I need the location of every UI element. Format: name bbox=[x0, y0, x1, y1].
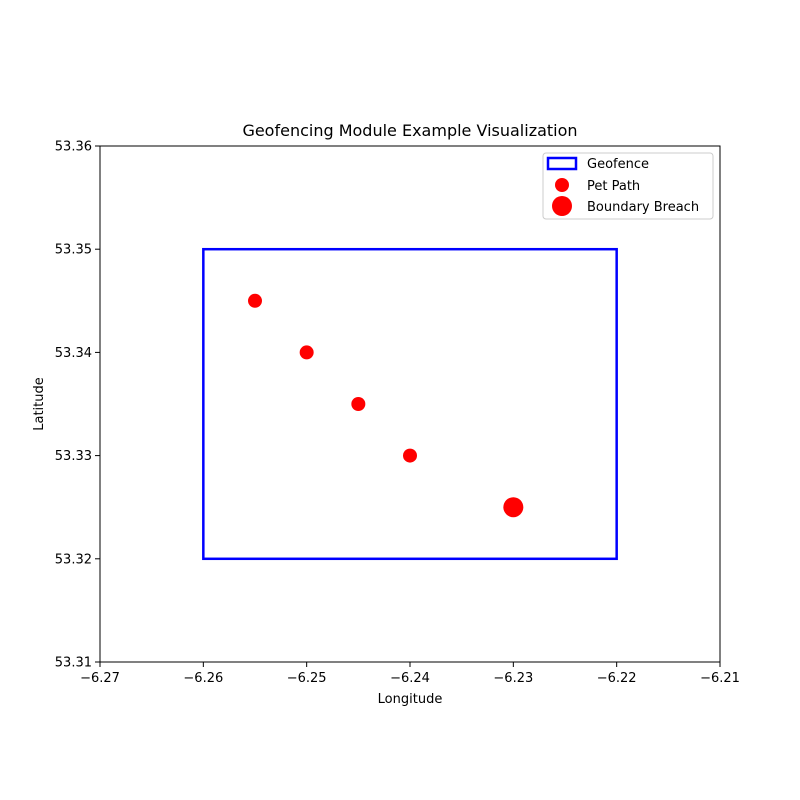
y-tick-label: 53.36 bbox=[55, 140, 92, 155]
x-axis-label: Longitude bbox=[378, 692, 443, 707]
chart-title: Geofencing Module Example Visualization bbox=[242, 121, 577, 140]
y-tick-label: 53.31 bbox=[55, 656, 92, 671]
legend-geofence-swatch bbox=[546, 156, 578, 171]
pet-path-point-4 bbox=[403, 448, 417, 463]
legend: Geofence Pet Path Boundary Breach bbox=[542, 152, 714, 220]
boundary-breach-point-1 bbox=[503, 497, 524, 518]
y-tick-label: 53.32 bbox=[55, 552, 92, 567]
legend-geofence-label: Geofence bbox=[587, 157, 649, 172]
legend-frame bbox=[542, 152, 714, 220]
legend-boundary-breach-marker bbox=[552, 196, 572, 216]
x-axis-ticks: −6.27 −6.26 −6.25 −6.24 −6.23 −6.22 −6.21 bbox=[80, 662, 740, 686]
pet-path-point-1 bbox=[248, 293, 262, 308]
x-tick-label: −6.25 bbox=[287, 671, 327, 686]
x-tick-label: −6.26 bbox=[183, 671, 223, 686]
plot-frame bbox=[99, 145, 721, 663]
geofence-rectangle bbox=[202, 247, 618, 561]
legend-pet-path-label: Pet Path bbox=[587, 179, 640, 194]
y-tick-label: 53.33 bbox=[55, 449, 92, 464]
x-tick-label: −6.22 bbox=[597, 671, 637, 686]
y-tick-label: 53.34 bbox=[55, 346, 92, 361]
pet-path-point-2 bbox=[299, 345, 314, 360]
y-axis-ticks: 53.31 53.32 53.33 53.34 53.35 53.36 bbox=[55, 140, 100, 671]
legend-boundary-breach-label: Boundary Breach bbox=[587, 200, 699, 215]
x-tick-label: −6.24 bbox=[390, 671, 430, 686]
plot-area bbox=[202, 247, 618, 561]
x-tick-label: −6.23 bbox=[493, 671, 533, 686]
x-tick-label: −6.27 bbox=[80, 671, 120, 686]
y-tick-label: 53.35 bbox=[55, 243, 92, 258]
x-tick-label: −6.21 bbox=[700, 671, 740, 686]
legend-pet-path-marker bbox=[555, 178, 569, 192]
y-axis-label: Latitude bbox=[32, 377, 47, 431]
pet-path-point-3 bbox=[351, 397, 366, 411]
